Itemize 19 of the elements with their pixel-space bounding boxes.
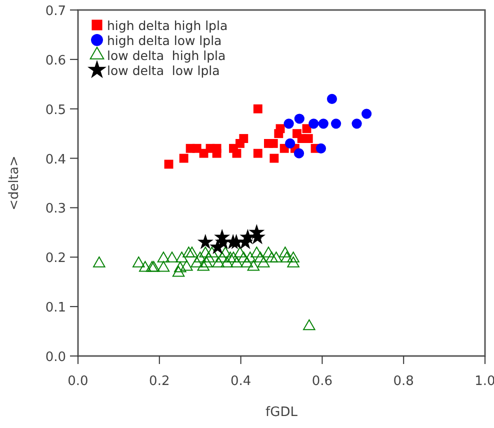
x-tick-label: 0.0 bbox=[68, 374, 88, 389]
x-tick-label: 0.2 bbox=[149, 374, 170, 389]
legend-label: high delta high lpla bbox=[107, 18, 228, 33]
y-tick-label: 0.4 bbox=[45, 152, 66, 168]
x-tick-label: 0.8 bbox=[393, 374, 414, 389]
legend-label: low delta high lpla bbox=[107, 48, 226, 63]
y-tick-label: 0.5 bbox=[45, 102, 66, 118]
y-tick-label: 0.1 bbox=[45, 300, 66, 316]
legend-label: high delta low lpla bbox=[107, 33, 222, 48]
y-tick-label: 0.7 bbox=[45, 4, 66, 19]
y-tick-label: 0.2 bbox=[45, 251, 66, 266]
legend-label: low delta low lpla bbox=[107, 63, 220, 78]
y-tick-label: 0.3 bbox=[45, 202, 66, 217]
y-tick-label: 0.6 bbox=[45, 53, 66, 68]
y-axis-title: <delta> bbox=[7, 156, 22, 210]
x-axis-title: fGDL bbox=[266, 405, 298, 420]
y-tick-label: 0.0 bbox=[45, 350, 66, 365]
x-tick-label: 0.4 bbox=[230, 374, 252, 389]
x-tick-label: 0.6 bbox=[312, 374, 333, 389]
